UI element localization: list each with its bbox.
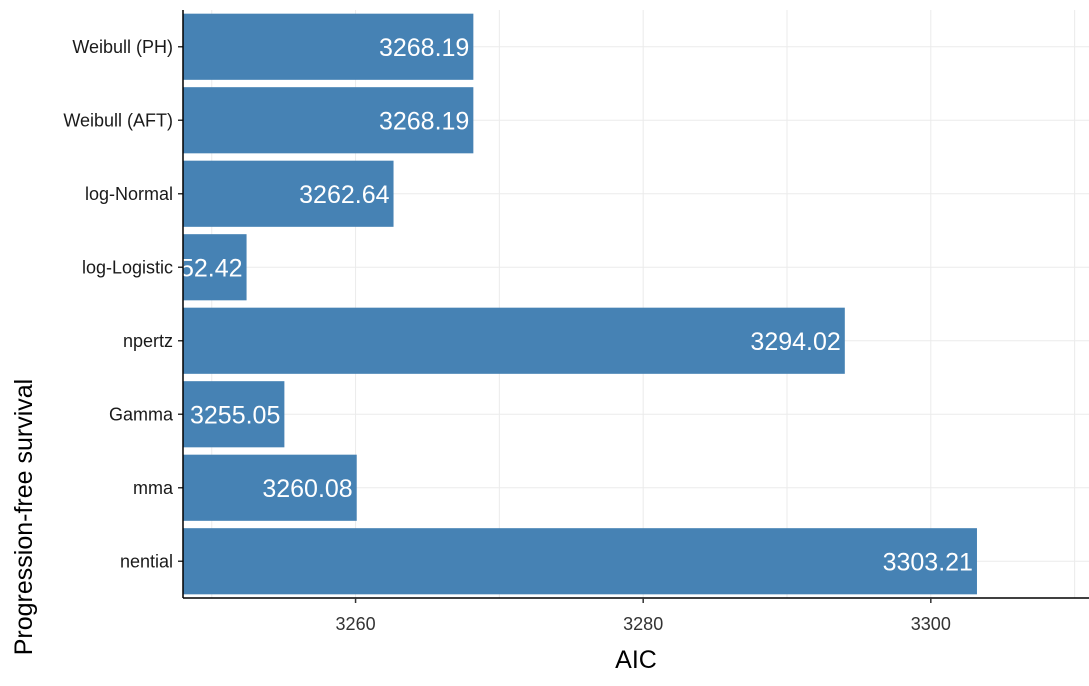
- category-label-layer: Weibull (PH) Weibull (AFT) log-Normal log-L…: [63, 37, 174, 572]
- bar: [183, 528, 977, 595]
- bar-layer: [183, 13, 977, 595]
- bar: [183, 13, 474, 80]
- bar: [183, 234, 247, 301]
- bar-value-label: 3262.64: [299, 181, 389, 209]
- bar-value-label: 3294.02: [750, 328, 840, 356]
- category-label: npertz: [123, 331, 173, 351]
- bar-value-label: 3260.08: [262, 475, 352, 503]
- bar-value-label: 3255.05: [190, 401, 280, 429]
- value-label-layer: 3268.19 3268.19 3262.64 52.42 3294.02 3255.05…: [180, 34, 973, 577]
- x-axis-title: AIC: [615, 646, 657, 674]
- x-tick-label: 3260: [336, 614, 376, 634]
- bar: [183, 160, 394, 227]
- bar: [183, 87, 474, 154]
- bar-value-label: 52.42: [180, 254, 243, 282]
- category-label: Weibull (AFT): [63, 110, 173, 130]
- category-label: Weibull (PH): [72, 37, 173, 57]
- bar: [183, 307, 845, 374]
- bar-value-label: 3268.19: [379, 107, 469, 135]
- bar-value-label: 3268.19: [379, 34, 469, 62]
- x-tick-label: 3280: [623, 614, 663, 634]
- category-label: mma: [133, 478, 174, 498]
- axis-layer: 3260 3280 3300: [178, 10, 1089, 634]
- bar-value-label: 3303.21: [883, 548, 973, 576]
- x-tick-label: 3300: [911, 614, 951, 634]
- category-label: Gamma: [109, 404, 174, 424]
- category-label: nential: [120, 551, 173, 571]
- bar: [183, 381, 285, 448]
- category-label: log-Logistic: [82, 257, 173, 277]
- category-label: log-Normal: [85, 184, 173, 204]
- y-axis-title: Progression-free survival: [10, 379, 38, 656]
- bar: [183, 454, 357, 521]
